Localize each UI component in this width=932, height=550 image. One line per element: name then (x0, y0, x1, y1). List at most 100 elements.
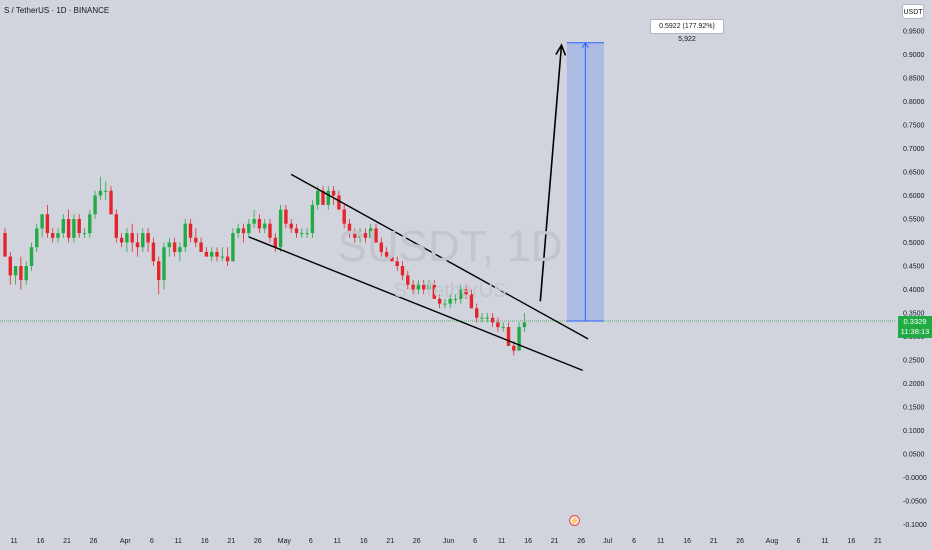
candle-up (247, 219, 251, 238)
candle-body (72, 219, 76, 238)
candle-up (210, 247, 214, 262)
projection-arrow-shaft (539, 45, 563, 302)
candle-down (114, 209, 118, 243)
candle-body (469, 294, 474, 309)
candle-down (294, 223, 299, 238)
time-tick-label: 6 (309, 538, 313, 545)
candle-body (512, 345, 516, 351)
candle-body (501, 327, 505, 329)
candle-down (490, 313, 495, 328)
time-tick-label: 6 (632, 538, 636, 545)
candle-body (93, 195, 97, 215)
price-tick-label: 0.8500 (903, 76, 925, 83)
candle-body (464, 289, 468, 295)
price-tick-label: 0.2500 (903, 358, 925, 365)
price-tick-label: 0.5500 (903, 217, 925, 224)
candle-body (247, 223, 251, 234)
candle-down (506, 322, 511, 346)
candle-down (119, 233, 124, 248)
candle-up (178, 242, 182, 262)
candle-up (231, 228, 235, 262)
candle-body (300, 233, 304, 235)
candle-body (517, 327, 521, 351)
candle-body (437, 298, 442, 304)
candle-up (141, 228, 145, 252)
candle-body (141, 233, 145, 248)
candle-body (289, 223, 293, 229)
candle-up (480, 313, 484, 323)
candle-body (8, 256, 12, 276)
candle-up (263, 219, 267, 234)
price-tick-label: 0.9500 (903, 29, 925, 36)
price-tick-label: 0.7500 (903, 123, 925, 130)
candle-body (167, 242, 171, 248)
candle-body (369, 228, 373, 238)
time-tick-label: 16 (201, 538, 209, 545)
time-axis[interactable]: 11 16 21 26 Apr 6 11 16 21 26 May 6 11 16 21 26 Jun 6 11 16… (10, 538, 882, 545)
candle-up (453, 294, 458, 304)
candle-body (422, 284, 426, 290)
candle-down (331, 186, 336, 205)
candle-down (379, 237, 383, 257)
price-axis[interactable]: 0.9500 0.9000 0.8500 0.8000 0.7500 0.7000 0.65… (903, 29, 927, 530)
time-tick-label: 11 (821, 538, 828, 545)
candle-body (119, 237, 124, 243)
candle-body (56, 233, 60, 238)
candle-body (125, 233, 129, 243)
candle-down (374, 223, 378, 243)
candle-body (294, 228, 299, 234)
candle-down (8, 251, 12, 285)
candle-down (289, 219, 293, 234)
candle-body (40, 214, 44, 229)
candle-body (480, 317, 484, 319)
candle-up (93, 190, 97, 219)
time-tick-label: 16 (683, 538, 691, 545)
time-tick-label: Apr (120, 538, 132, 545)
candle-body (390, 256, 394, 262)
price-tick-label: 0.6500 (903, 170, 925, 177)
candle-body (268, 223, 272, 238)
price-range-measure[interactable] (566, 41, 604, 322)
falling-wedge-trendlines[interactable] (248, 173, 589, 371)
candle-down (241, 223, 246, 243)
candle-down (353, 228, 357, 243)
time-tick-label: 16 (37, 538, 45, 545)
candle-body (284, 209, 288, 224)
candle-body (416, 284, 421, 290)
candle-body (252, 219, 256, 224)
projection-arrow[interactable] (539, 43, 567, 302)
price-tick-label: 0.4500 (903, 264, 925, 271)
candle-body (3, 233, 7, 257)
candle-body (109, 190, 113, 215)
candle-body (406, 275, 410, 285)
candle-body (157, 261, 161, 281)
time-tick-label: 11 (657, 538, 664, 545)
candle-up (326, 186, 330, 210)
lightning-icon[interactable]: ⚡ (569, 515, 580, 526)
candle-body (199, 242, 203, 252)
candle-down (77, 214, 81, 238)
price-tick-label: 0.2000 (903, 381, 925, 388)
price-tick-label: 0.7000 (903, 146, 925, 153)
time-tick-label: 26 (413, 538, 421, 545)
time-tick-label: 26 (90, 538, 98, 545)
candle-body (475, 308, 479, 318)
candle-body (316, 190, 320, 205)
current-price-badge: 0.3329 11:38:13 (898, 316, 932, 338)
candle-body (88, 214, 92, 234)
candle-down (66, 209, 71, 243)
price-tick-label: 0.5000 (903, 240, 925, 247)
time-tick-label: 26 (254, 538, 262, 545)
chart-title: S / TetherUS · 1D · BINANCE (4, 6, 110, 15)
candle-body (135, 242, 140, 248)
candle-down (395, 256, 399, 271)
candle-up (72, 214, 76, 243)
candle-up (252, 209, 256, 229)
price-tick-label: 0.1000 (903, 428, 925, 435)
price-tick-label: -0.0000 (903, 475, 927, 482)
time-tick-label: 26 (577, 538, 585, 545)
candle-up (61, 214, 65, 238)
currency-unit-badge[interactable]: USDT (902, 4, 924, 19)
candle-up (517, 322, 521, 351)
